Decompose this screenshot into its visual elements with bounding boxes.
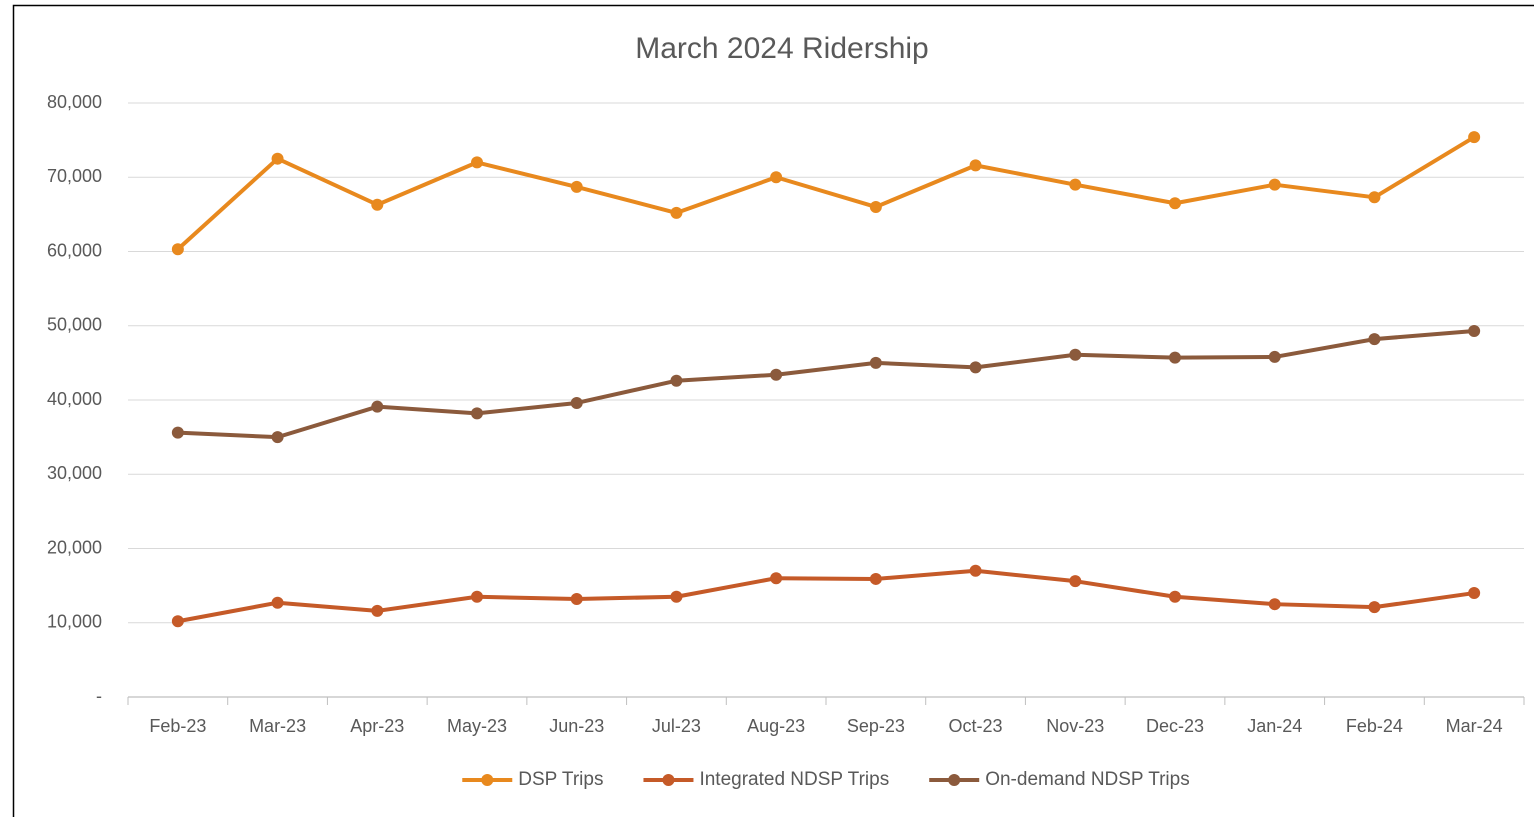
y-tick-label: 70,000 xyxy=(47,166,102,186)
x-tick-label: Mar-24 xyxy=(1446,716,1503,736)
data-point xyxy=(371,605,383,617)
legend-marker xyxy=(948,774,960,786)
legend-marker xyxy=(481,774,493,786)
data-point xyxy=(471,407,483,419)
x-tick-label: Feb-24 xyxy=(1346,716,1403,736)
data-point xyxy=(1468,587,1480,599)
x-tick-label: May-23 xyxy=(447,716,507,736)
data-point xyxy=(1069,349,1081,361)
y-tick-label: 80,000 xyxy=(47,92,102,112)
chart-title: March 2024 Ridership xyxy=(635,32,928,65)
x-tick-label: Sep-23 xyxy=(847,716,905,736)
x-tick-label: Dec-23 xyxy=(1146,716,1204,736)
data-point xyxy=(1368,601,1380,613)
data-point xyxy=(1069,179,1081,191)
data-point xyxy=(870,357,882,369)
data-point xyxy=(571,181,583,193)
x-tick-label: Jan-24 xyxy=(1247,716,1302,736)
data-point xyxy=(571,397,583,409)
data-point xyxy=(272,597,284,609)
data-point xyxy=(670,207,682,219)
x-tick-label: Jul-23 xyxy=(652,716,701,736)
y-tick-label: - xyxy=(96,686,102,706)
data-point xyxy=(1468,131,1480,143)
x-tick-label: Oct-23 xyxy=(949,716,1003,736)
data-point xyxy=(770,369,782,381)
data-point xyxy=(471,591,483,603)
legend-label: DSP Trips xyxy=(518,769,603,790)
data-point xyxy=(1269,179,1281,191)
data-point xyxy=(371,199,383,211)
data-point xyxy=(870,201,882,213)
data-point xyxy=(272,153,284,165)
x-tick-label: Nov-23 xyxy=(1046,716,1104,736)
x-tick-label: Jun-23 xyxy=(549,716,604,736)
data-point xyxy=(1169,197,1181,209)
series-line xyxy=(178,137,1474,249)
data-point xyxy=(571,593,583,605)
data-point xyxy=(371,401,383,413)
x-tick-label: Apr-23 xyxy=(350,716,404,736)
data-point xyxy=(1269,351,1281,363)
x-tick-label: Feb-23 xyxy=(149,716,206,736)
chart-frame xyxy=(14,6,1534,818)
data-point xyxy=(670,375,682,387)
data-point xyxy=(172,243,184,255)
y-tick-label: 50,000 xyxy=(47,315,102,335)
data-point xyxy=(1169,352,1181,364)
data-point xyxy=(770,572,782,584)
data-point xyxy=(770,171,782,183)
y-tick-label: 10,000 xyxy=(47,612,102,632)
data-point xyxy=(1269,598,1281,610)
y-tick-label: 40,000 xyxy=(47,389,102,409)
data-point xyxy=(970,361,982,373)
data-point xyxy=(1368,333,1380,345)
x-tick-label: Mar-23 xyxy=(249,716,306,736)
y-tick-label: 60,000 xyxy=(47,240,102,260)
data-point xyxy=(471,156,483,168)
x-tick-label: Aug-23 xyxy=(747,716,805,736)
data-point xyxy=(1468,325,1480,337)
data-point xyxy=(1069,575,1081,587)
data-point xyxy=(1368,191,1380,203)
data-point xyxy=(272,431,284,443)
data-point xyxy=(1169,591,1181,603)
data-point xyxy=(870,573,882,585)
data-point xyxy=(172,615,184,627)
y-tick-label: 20,000 xyxy=(47,537,102,557)
legend-label: On-demand NDSP Trips xyxy=(985,769,1190,790)
legend-label: Integrated NDSP Trips xyxy=(699,769,889,790)
data-point xyxy=(970,565,982,577)
data-point xyxy=(172,427,184,439)
series-line xyxy=(178,331,1474,437)
data-point xyxy=(670,591,682,603)
data-point xyxy=(970,159,982,171)
legend-marker xyxy=(662,774,674,786)
y-tick-label: 30,000 xyxy=(47,463,102,483)
